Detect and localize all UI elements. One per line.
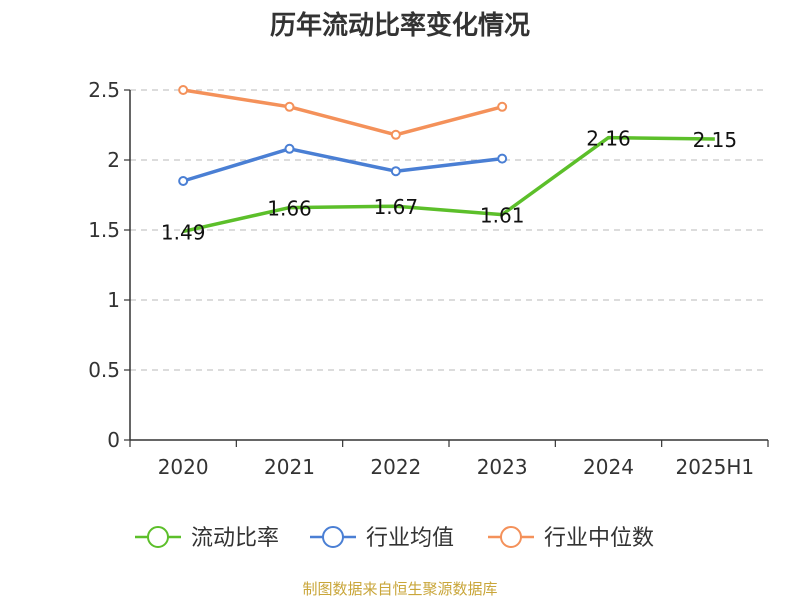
series-point-1 (284, 143, 295, 154)
x-tick-label: 2022 (370, 455, 421, 479)
x-tick-label: 2020 (158, 455, 209, 479)
x-tick-label: 2023 (477, 455, 528, 479)
series-line-0 (182, 135, 715, 234)
data-label: 2.15 (693, 128, 738, 152)
series-layer (178, 85, 715, 234)
data-label: 1.67 (374, 195, 419, 219)
x-tick-label: 2025H1 (675, 455, 754, 479)
legend: 流动比率 行业均值 行业中位数 (135, 526, 654, 551)
y-tick-label: 0 (107, 428, 120, 452)
y-tick-label: 2.5 (88, 78, 120, 102)
data-label: 1.61 (480, 204, 525, 228)
grid-lines (130, 89, 768, 371)
data-labels: 1.49 1.66 1.67 1.61 2.16 2.15 (161, 127, 737, 245)
series-point-2 (178, 85, 189, 95)
y-tick-label: 1.5 (88, 218, 120, 242)
series-point-2 (284, 101, 295, 112)
legend-item-0[interactable]: 流动比率 (135, 526, 279, 551)
legend-label: 行业均值 (366, 526, 454, 551)
legend-marker (147, 526, 169, 548)
source-note: 制图数据来自恒生聚源数据库 (302, 580, 497, 598)
series-point-1 (390, 166, 401, 177)
y-tick-label: 1 (107, 288, 120, 312)
data-label: 1.66 (267, 197, 312, 221)
legend-label: 行业中位数 (544, 526, 654, 551)
chart-title: 历年流动比率变化情况 (270, 10, 530, 41)
x-tick-label: 2021 (264, 455, 315, 479)
x-tick-label: 2024 (583, 455, 634, 479)
legend-item-1[interactable]: 行业均值 (310, 526, 454, 551)
legend-marker (500, 526, 522, 548)
legend-item-2[interactable]: 行业中位数 (488, 526, 654, 551)
series-point-2 (497, 101, 508, 112)
series-point-2 (390, 129, 401, 140)
series-point-1 (178, 176, 189, 186)
data-label: 1.49 (161, 220, 206, 244)
axes: 0 0.5 1 1.5 2 2.5 2020 2021 2022 2023 2024 2025H1 (88, 78, 769, 479)
legend-marker (322, 526, 344, 548)
legend-label: 流动比率 (191, 526, 279, 551)
series-line-2 (182, 88, 503, 137)
data-label: 2.16 (586, 127, 631, 151)
series-point-1 (497, 153, 508, 164)
y-tick-label: 0.5 (88, 358, 120, 382)
y-tick-label: 2 (107, 148, 120, 172)
series-line-1 (182, 147, 503, 183)
